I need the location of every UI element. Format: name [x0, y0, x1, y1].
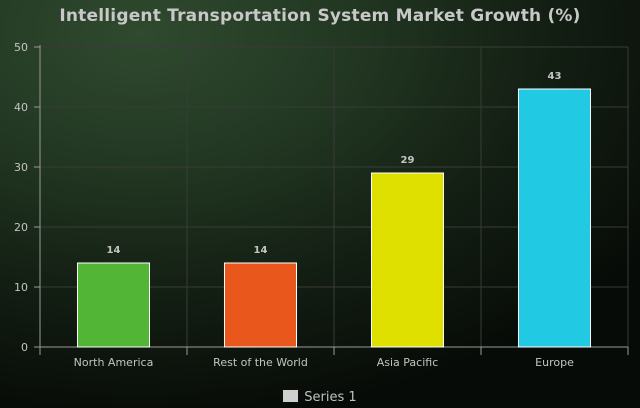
x-tick-label: Asia Pacific [377, 356, 439, 369]
y-tick-label: 0 [21, 341, 28, 354]
legend-swatch [283, 390, 299, 402]
bar [517, 88, 592, 348]
bar [76, 262, 151, 348]
data-label: 14 [107, 245, 121, 256]
bar [370, 172, 445, 348]
x-tick-label: Europe [535, 356, 574, 369]
legend-label: Series 1 [304, 390, 357, 405]
x-tick-label: North America [74, 356, 154, 369]
y-tick-label: 40 [14, 101, 28, 114]
legend: Series 1 [0, 390, 640, 405]
y-tick-label: 50 [14, 41, 28, 54]
data-label: 14 [254, 245, 268, 256]
data-label: 29 [401, 155, 415, 166]
data-label: 43 [548, 71, 562, 82]
y-tick-label: 20 [14, 221, 28, 234]
y-tick-label: 10 [14, 281, 28, 294]
y-tick-label: 30 [14, 161, 28, 174]
x-tick-label: Rest of the World [213, 356, 308, 369]
chart-title: Intelligent Transportation System Market… [59, 6, 581, 26]
bar [223, 262, 298, 348]
